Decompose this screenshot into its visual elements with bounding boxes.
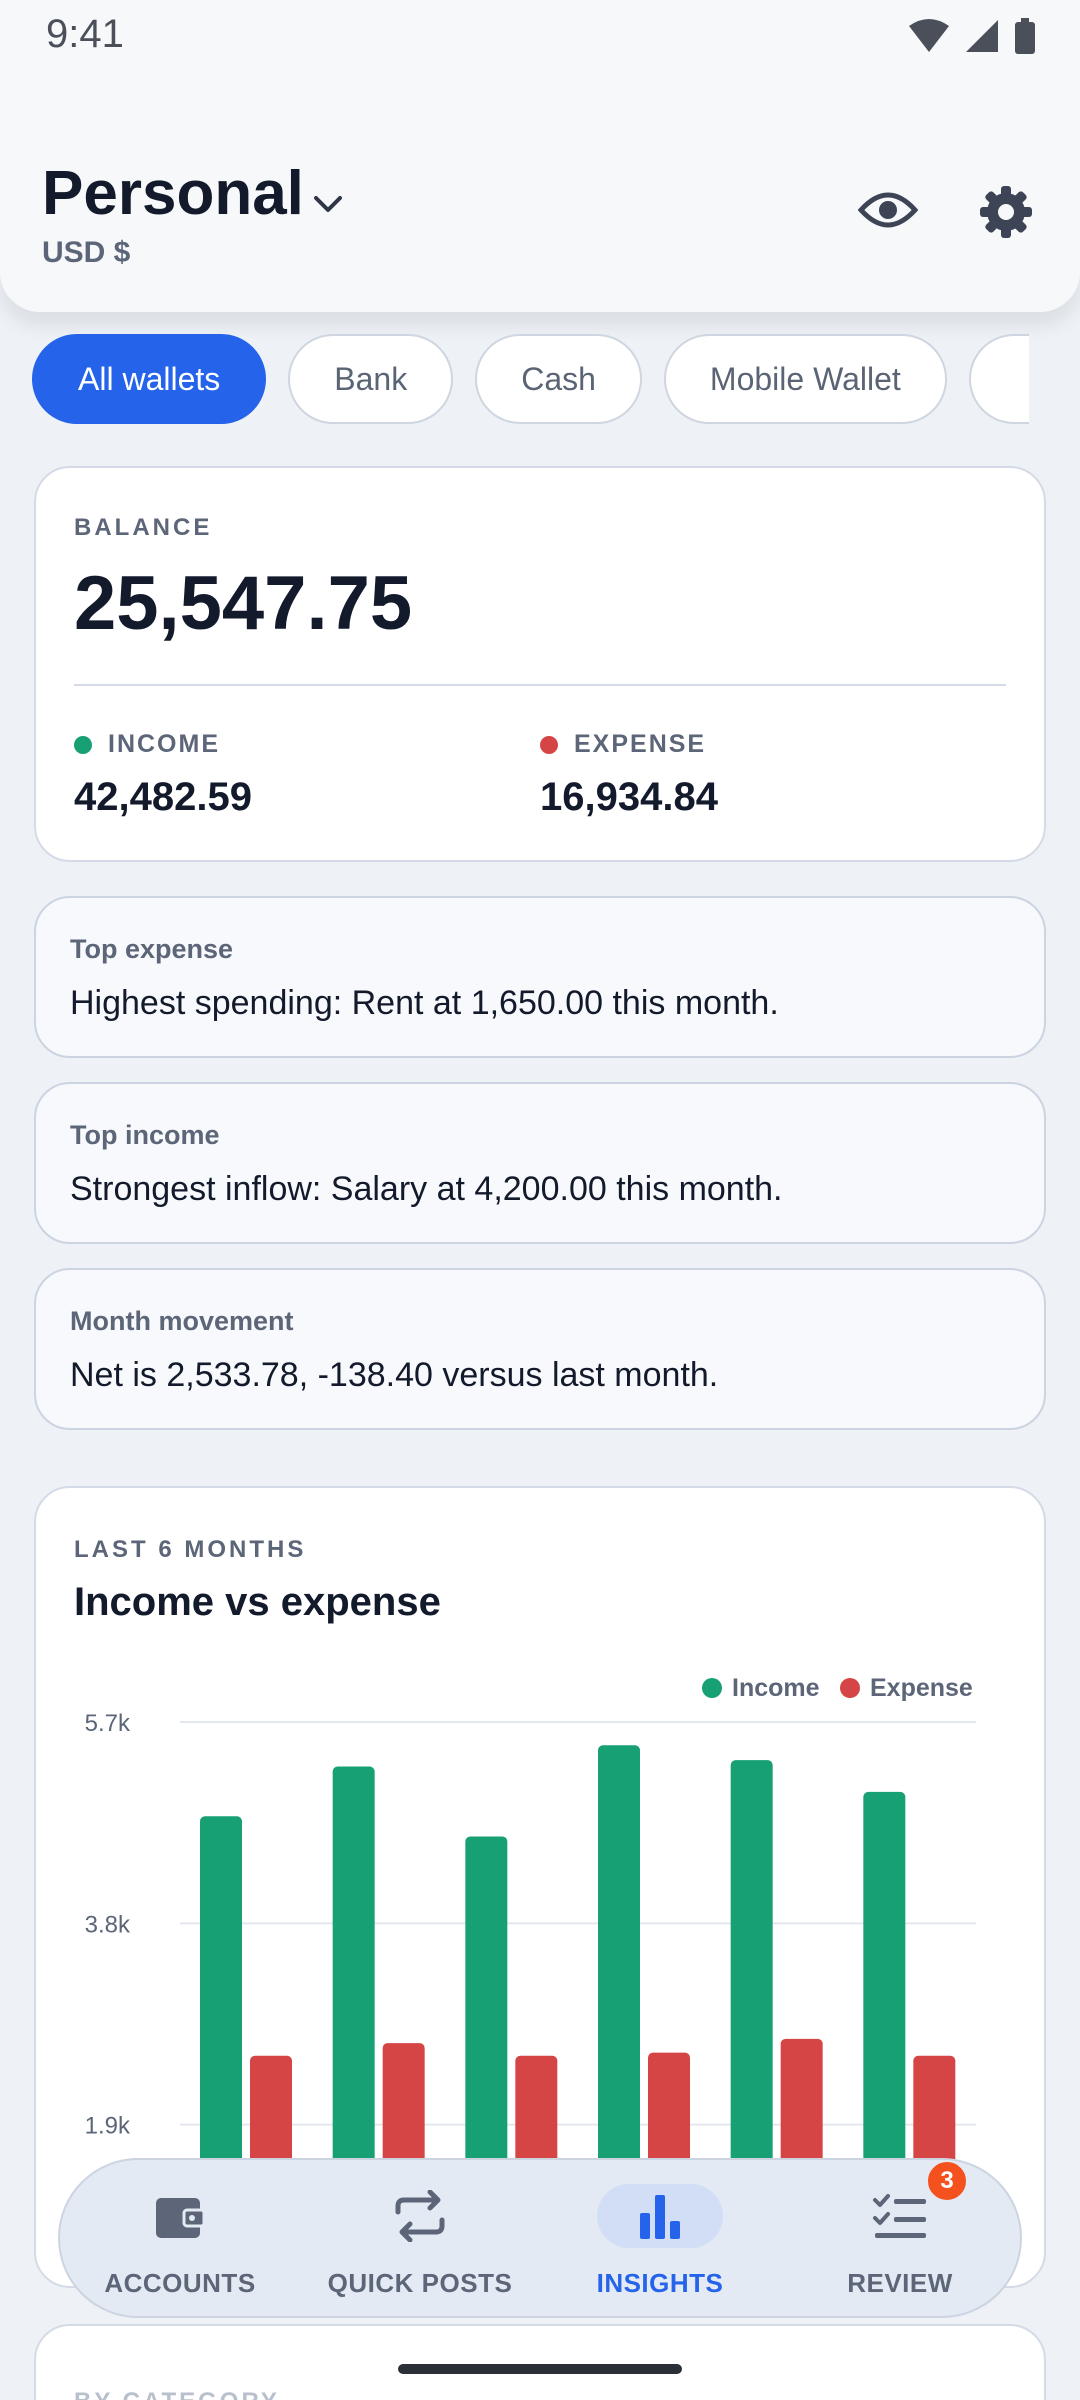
divider bbox=[74, 684, 1006, 686]
nav-label: INSIGHTS bbox=[596, 2268, 724, 2298]
nav-label: REVIEW bbox=[847, 2268, 953, 2298]
insight-title: Top income bbox=[70, 1120, 220, 1150]
legend-label: Income bbox=[732, 1674, 820, 1702]
expense-dot bbox=[540, 735, 558, 754]
y-tick-label: 1.9k bbox=[85, 2113, 131, 2140]
nav-label: ACCOUNTS bbox=[104, 2268, 256, 2298]
signal-icon bbox=[966, 20, 998, 52]
status-time: 9:41 bbox=[46, 12, 124, 56]
income-value: 42,482.59 bbox=[74, 775, 252, 819]
nav-insights[interactable]: INSIGHTS bbox=[540, 2160, 780, 2316]
wifi-icon bbox=[909, 19, 949, 52]
status-bar: 9:41 bbox=[0, 0, 1080, 76]
expense-label: EXPENSE bbox=[574, 730, 707, 758]
nav-label: QUICK POSTS bbox=[327, 2268, 513, 2298]
nav-accounts[interactable]: ACCOUNTS bbox=[60, 2160, 300, 2316]
app-header: Personal USD $ bbox=[0, 76, 1080, 312]
bar-income bbox=[598, 1745, 640, 2290]
nav-quick-posts[interactable]: QUICK POSTS bbox=[300, 2160, 540, 2316]
chevron-down-icon[interactable] bbox=[312, 194, 344, 216]
wallet-filter-chips: All wallets Bank Cash Mobile Wallet bbox=[32, 334, 1048, 426]
y-tick-label: 5.7k bbox=[85, 1710, 131, 1737]
nav-review[interactable]: 3 REVIEW bbox=[780, 2160, 1020, 2316]
balance-card: BALANCE 25,547.75 INCOME 42,482.59 EXPEN… bbox=[34, 466, 1046, 862]
category-section-label: BY CATEGORY bbox=[74, 2388, 280, 2400]
balance-label: BALANCE bbox=[74, 514, 213, 541]
insight-card-top-expense[interactable]: Top expense Highest spending: Rent at 1,… bbox=[34, 896, 1046, 1058]
insight-card-month-movement[interactable]: Month movement Net is 2,533.78, -138.40 … bbox=[34, 1268, 1046, 1430]
gesture-bar bbox=[398, 2364, 682, 2374]
legend-swatch bbox=[840, 1678, 860, 1698]
bar-chart-icon bbox=[640, 2195, 680, 2239]
chip-mobile-wallet[interactable]: Mobile Wallet bbox=[663, 334, 947, 424]
repeat-icon bbox=[395, 2190, 445, 2242]
chart-section-label: LAST 6 MONTHS bbox=[74, 1536, 307, 1563]
chip-bank[interactable]: Bank bbox=[288, 334, 454, 424]
insight-title: Top expense bbox=[70, 934, 234, 964]
income-label: INCOME bbox=[108, 730, 220, 758]
category-card: BY CATEGORY bbox=[34, 2324, 1046, 2400]
insight-text: Highest spending: Rent at 1,650.00 this … bbox=[70, 984, 779, 1022]
gear-icon[interactable] bbox=[978, 184, 1034, 240]
insight-title: Month movement bbox=[70, 1306, 294, 1336]
expense-summary: EXPENSE 16,934.84 bbox=[540, 730, 718, 820]
expense-value: 16,934.84 bbox=[540, 775, 718, 819]
insight-text: Strongest inflow: Salary at 4,200.00 thi… bbox=[70, 1170, 783, 1208]
chip-cash[interactable]: Cash bbox=[475, 334, 642, 424]
wallet-icon bbox=[156, 2198, 206, 2238]
income-summary: INCOME 42,482.59 bbox=[74, 730, 252, 820]
income-dot bbox=[74, 735, 92, 754]
eye-icon[interactable] bbox=[858, 188, 918, 232]
insight-card-top-income[interactable]: Top income Strongest inflow: Salary at 4… bbox=[34, 1082, 1046, 1244]
y-tick-label: 3.8k bbox=[85, 1911, 131, 1938]
battery-icon bbox=[1015, 18, 1035, 54]
legend-label: Expense bbox=[870, 1674, 973, 1702]
status-icons bbox=[908, 18, 1036, 54]
checklist-icon bbox=[873, 2194, 926, 2238]
chip-more[interactable] bbox=[968, 334, 1029, 424]
balance-value: 25,547.75 bbox=[74, 561, 413, 646]
bottom-nav: ACCOUNTS QUICK POSTS INSIGHTS 3 REVIEW bbox=[58, 2158, 1022, 2318]
chip-all-wallets[interactable]: All wallets bbox=[32, 334, 267, 424]
review-badge: 3 bbox=[926, 2160, 968, 2202]
profile-title[interactable]: Personal bbox=[42, 159, 304, 228]
legend-swatch bbox=[702, 1678, 722, 1698]
insight-text: Net is 2,533.78, -138.40 versus last mon… bbox=[70, 1356, 719, 1394]
chart-title: Income vs expense bbox=[74, 1580, 441, 1624]
currency-label: USD $ bbox=[42, 236, 131, 269]
bar-income bbox=[730, 1760, 773, 2290]
